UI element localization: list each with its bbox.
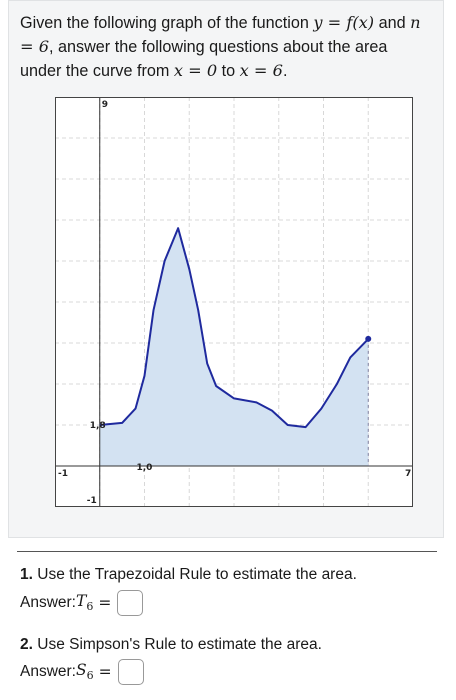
x-end-expression: x = 6 [240, 61, 283, 80]
answer-symbol: T6 [76, 592, 93, 613]
question-text: Use Simpson's Rule to estimate the area. [33, 636, 322, 653]
question-number: 2. [20, 636, 33, 653]
point-label-1-0: 1,0 [137, 463, 153, 473]
problem-prompt: Given the following graph of the functio… [20, 11, 430, 83]
question-text: Use the Trapezoidal Rule to estimate the… [33, 566, 357, 583]
graph-canvas: 9 7 -1 -1 1,8 1,0 [55, 97, 413, 507]
answer-label: Answer: [20, 663, 76, 681]
answer-row-trapezoidal: Answer: T6 = [20, 588, 143, 618]
question-number: 1. [20, 566, 33, 583]
question-2: 2. Use Simpson's Rule to estimate the ar… [20, 635, 322, 655]
section-divider [17, 551, 437, 552]
symbol-subscript: 6 [87, 670, 94, 683]
function-graph: 9 7 -1 -1 1,8 1,0 [55, 97, 413, 545]
x-max-label: 7 [405, 469, 411, 479]
curve-endpoint [365, 336, 371, 342]
x-start-expression: x = 0 [174, 61, 217, 80]
answer-label: Answer: [20, 594, 76, 612]
y-max-label: 9 [102, 100, 108, 110]
problem-card: Given the following graph of the functio… [8, 0, 444, 538]
symbol-letter: S [76, 661, 87, 679]
symbol-letter: T [76, 592, 86, 610]
equals-sign: = [99, 663, 112, 681]
function-expression: y = f(x) [313, 13, 374, 32]
prompt-text: to [217, 62, 240, 80]
question-1: 1. Use the Trapezoidal Rule to estimate … [20, 565, 357, 585]
simpson-answer-input[interactable] [118, 659, 144, 685]
prompt-text: . [283, 62, 288, 80]
answer-symbol: S6 [76, 661, 94, 682]
y-min-label: -1 [87, 496, 97, 506]
x-min-label: -1 [58, 469, 68, 479]
prompt-text: and [374, 14, 406, 32]
symbol-subscript: 6 [86, 601, 93, 614]
prompt-text: Given the following graph of the functio… [20, 14, 313, 32]
point-label-1-8: 1,8 [90, 421, 106, 431]
trapezoidal-answer-input[interactable] [117, 590, 143, 616]
equals-sign: = [98, 594, 111, 612]
answer-row-simpson: Answer: S6 = [20, 657, 144, 687]
